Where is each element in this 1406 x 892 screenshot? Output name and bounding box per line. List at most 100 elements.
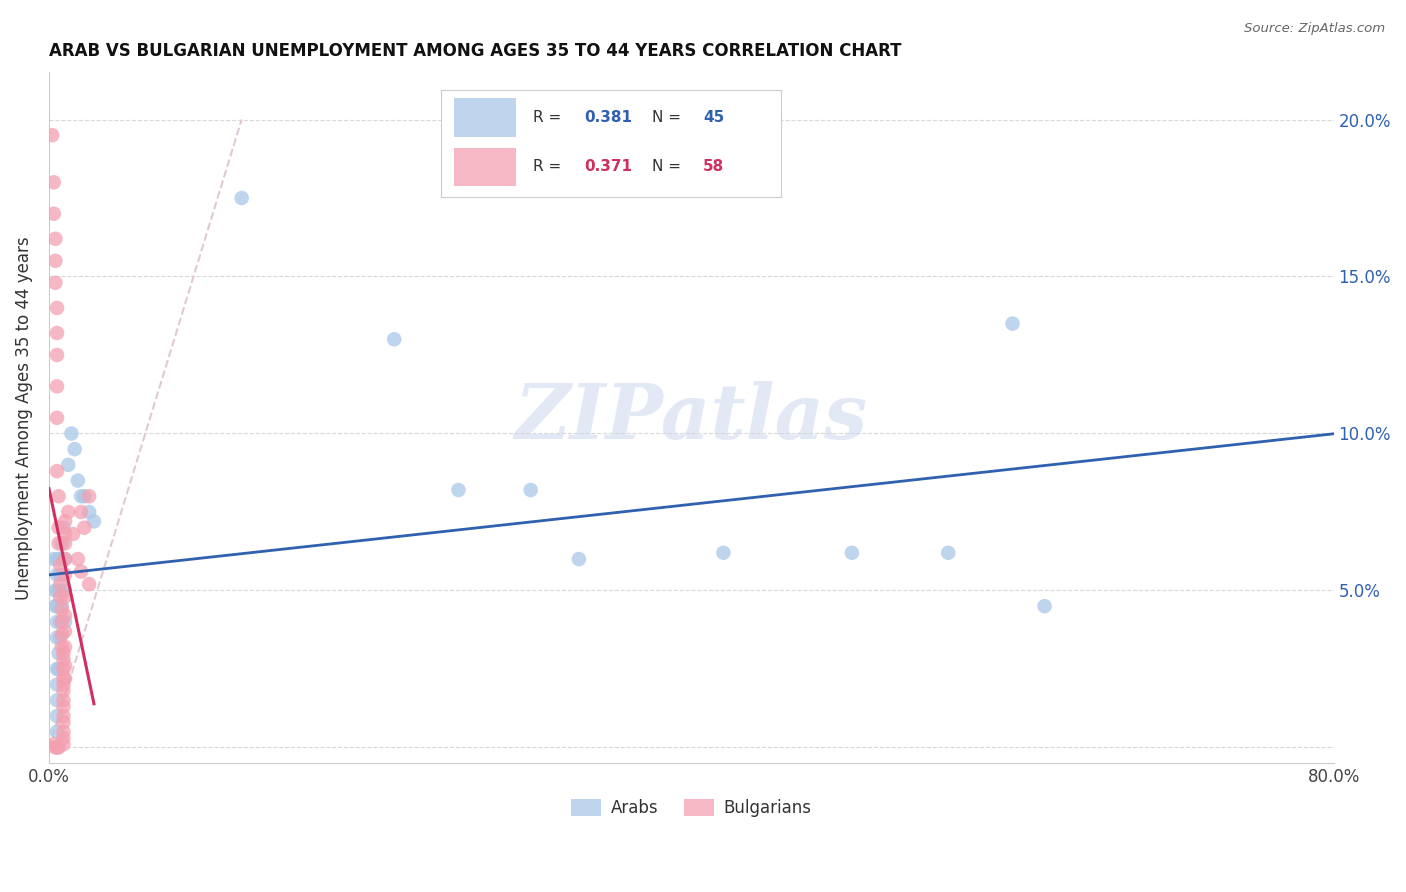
Point bbox=[49, 577, 72, 591]
Point bbox=[51, 599, 73, 614]
Point bbox=[53, 527, 76, 541]
Point bbox=[52, 693, 75, 707]
Point bbox=[53, 515, 76, 529]
Point bbox=[52, 678, 75, 692]
Point bbox=[51, 602, 73, 616]
Point bbox=[44, 740, 66, 755]
Point bbox=[447, 483, 470, 497]
Point bbox=[52, 709, 75, 723]
Point bbox=[46, 740, 69, 755]
Point bbox=[77, 489, 100, 503]
Point bbox=[841, 546, 863, 560]
Point bbox=[519, 483, 541, 497]
Point bbox=[66, 474, 89, 488]
Point bbox=[51, 627, 73, 641]
Point bbox=[49, 567, 72, 582]
Text: ZIPatlas: ZIPatlas bbox=[515, 381, 868, 455]
Point bbox=[49, 558, 72, 573]
Point bbox=[48, 646, 70, 660]
Point bbox=[42, 175, 65, 189]
Point bbox=[41, 128, 63, 143]
Point bbox=[52, 662, 75, 676]
Point bbox=[1033, 599, 1056, 614]
Point bbox=[46, 348, 69, 362]
Point bbox=[44, 232, 66, 246]
Point bbox=[46, 326, 69, 340]
Point bbox=[53, 615, 76, 629]
Point bbox=[49, 615, 72, 629]
Text: ARAB VS BULGARIAN UNEMPLOYMENT AMONG AGES 35 TO 44 YEARS CORRELATION CHART: ARAB VS BULGARIAN UNEMPLOYMENT AMONG AGE… bbox=[49, 42, 901, 60]
Point bbox=[51, 640, 73, 654]
Point bbox=[52, 652, 75, 666]
Legend: Arabs, Bulgarians: Arabs, Bulgarians bbox=[564, 792, 818, 824]
Point bbox=[52, 646, 75, 660]
Point bbox=[77, 505, 100, 519]
Point bbox=[66, 552, 89, 566]
Point bbox=[42, 207, 65, 221]
Point bbox=[44, 253, 66, 268]
Point bbox=[48, 536, 70, 550]
Point bbox=[53, 552, 76, 566]
Point bbox=[44, 583, 66, 598]
Point bbox=[62, 527, 84, 541]
Point bbox=[382, 332, 405, 346]
Point bbox=[46, 631, 69, 645]
Point bbox=[63, 442, 86, 457]
Point bbox=[46, 301, 69, 315]
Point bbox=[52, 684, 75, 698]
Point bbox=[49, 590, 72, 604]
Point bbox=[52, 671, 75, 685]
Point bbox=[46, 678, 69, 692]
Point bbox=[51, 615, 73, 629]
Point bbox=[73, 489, 96, 503]
Point bbox=[49, 583, 72, 598]
Point bbox=[46, 599, 69, 614]
Point bbox=[46, 464, 69, 478]
Y-axis label: Unemployment Among Ages 35 to 44 years: Unemployment Among Ages 35 to 44 years bbox=[15, 236, 32, 599]
Point bbox=[46, 410, 69, 425]
Point bbox=[48, 662, 70, 676]
Point bbox=[53, 590, 76, 604]
Point bbox=[52, 521, 75, 535]
Point bbox=[713, 546, 735, 560]
Text: Source: ZipAtlas.com: Source: ZipAtlas.com bbox=[1244, 22, 1385, 36]
Point bbox=[52, 724, 75, 739]
Point bbox=[58, 458, 80, 472]
Point bbox=[48, 489, 70, 503]
Point bbox=[53, 608, 76, 623]
Point bbox=[53, 536, 76, 550]
Point bbox=[46, 662, 69, 676]
Point bbox=[42, 737, 65, 751]
Point bbox=[1001, 317, 1024, 331]
Point bbox=[53, 552, 76, 566]
Point bbox=[53, 640, 76, 654]
Point bbox=[46, 567, 69, 582]
Point bbox=[46, 724, 69, 739]
Point bbox=[83, 515, 105, 529]
Point bbox=[936, 546, 959, 560]
Point bbox=[46, 379, 69, 393]
Point bbox=[52, 737, 75, 751]
Point bbox=[46, 615, 69, 629]
Point bbox=[48, 521, 70, 535]
Point bbox=[52, 699, 75, 714]
Point bbox=[49, 631, 72, 645]
Point bbox=[53, 658, 76, 673]
Point bbox=[51, 536, 73, 550]
Point bbox=[53, 671, 76, 685]
Point bbox=[53, 583, 76, 598]
Point bbox=[44, 276, 66, 290]
Point bbox=[70, 565, 93, 579]
Point bbox=[48, 740, 70, 755]
Point bbox=[42, 552, 65, 566]
Point bbox=[46, 552, 69, 566]
Point bbox=[53, 567, 76, 582]
Point bbox=[77, 577, 100, 591]
Point bbox=[70, 505, 93, 519]
Point bbox=[44, 599, 66, 614]
Point bbox=[52, 715, 75, 730]
Point bbox=[70, 489, 93, 503]
Point bbox=[73, 521, 96, 535]
Point bbox=[46, 693, 69, 707]
Point bbox=[53, 624, 76, 639]
